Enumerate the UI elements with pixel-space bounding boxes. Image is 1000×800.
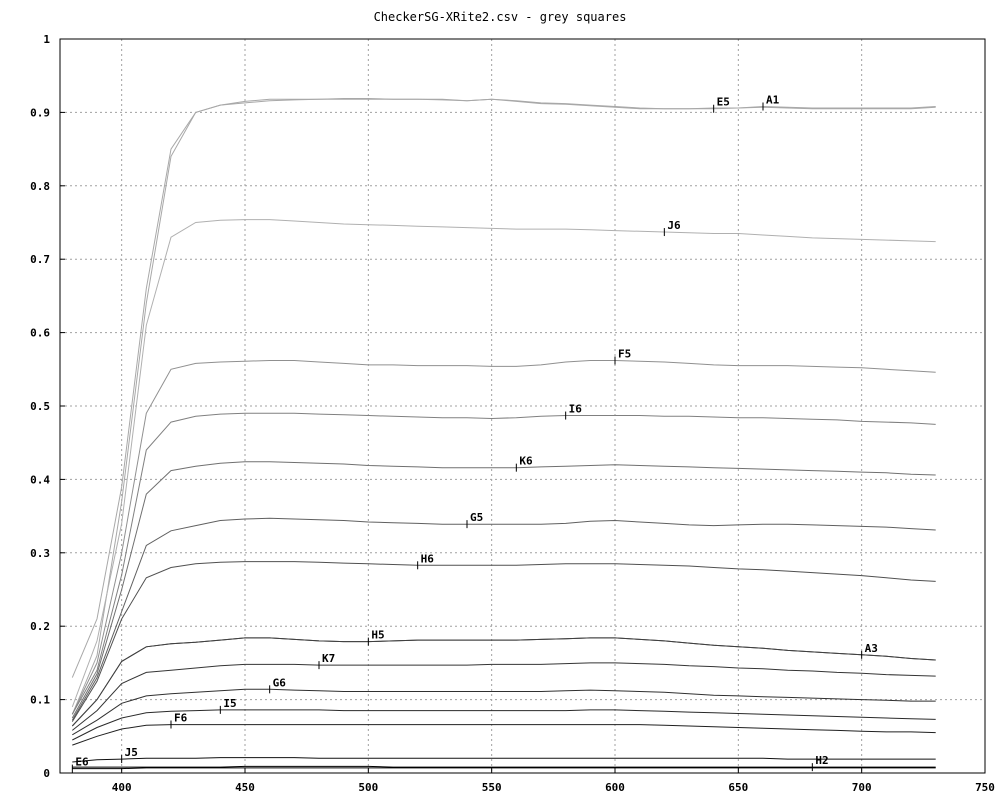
series-label-f6: F6 bbox=[174, 712, 188, 725]
series-line-j6 bbox=[71, 219, 936, 708]
x-tick-label: 650 bbox=[728, 781, 748, 794]
series-label-j6: J6 bbox=[667, 219, 681, 232]
series-label-e5: E5 bbox=[717, 96, 730, 109]
series-label-k6: K6 bbox=[519, 455, 533, 468]
series-label-g5: G5 bbox=[470, 511, 483, 524]
y-tick-label: 1 bbox=[43, 33, 50, 46]
series-label-k7: K7 bbox=[322, 652, 335, 665]
series-label-g6: G6 bbox=[273, 676, 287, 689]
y-tick-label: 0.8 bbox=[30, 180, 50, 193]
series-label-i5: I5 bbox=[223, 697, 236, 710]
series-label-h6: H6 bbox=[421, 552, 435, 565]
series-line-k7 bbox=[71, 662, 936, 731]
chart-title: CheckerSG-XRite2.csv - grey squares bbox=[373, 10, 627, 24]
series-line-j5 bbox=[72, 757, 936, 763]
y-tick-label: 0.7 bbox=[30, 253, 50, 266]
series-line-i5 bbox=[72, 709, 936, 741]
y-tick-label: 0.1 bbox=[30, 694, 50, 707]
x-tick-label: 700 bbox=[852, 781, 872, 794]
y-tick-label: 0.3 bbox=[30, 547, 50, 560]
series-line-g6 bbox=[72, 688, 936, 736]
axis-ticks: 0 0.1 0.2 0.3 0.4 0.5 0.6 0.7 0.8 0.9 1 400 450 500 55… bbox=[30, 33, 995, 794]
series-label-j5: J5 bbox=[125, 746, 138, 759]
series-line-f6 bbox=[72, 724, 936, 746]
series-label-e6: E6 bbox=[75, 756, 89, 769]
series-labels: A1 E5 J6 F5 I6 K6 G5 H6 H5 A3 K7 G6 I5 F6 J5 H2 E6 bbox=[71, 94, 878, 773]
series-line-k6 bbox=[71, 461, 936, 719]
series-line-i6 bbox=[71, 412, 936, 715]
x-tick-label: 400 bbox=[112, 781, 132, 794]
y-tick-label: 0.9 bbox=[30, 106, 50, 119]
grid-lines bbox=[60, 39, 985, 773]
y-tick-label: 0.4 bbox=[30, 473, 50, 486]
x-tick-label: 450 bbox=[235, 781, 255, 794]
series-label-a3: A3 bbox=[865, 642, 878, 655]
y-tick-label: 0 bbox=[43, 767, 50, 780]
series-line-h6 bbox=[71, 561, 936, 722]
series-line-g5 bbox=[71, 517, 936, 721]
y-tick-label: 0.5 bbox=[30, 400, 50, 413]
series-line-h2 bbox=[72, 765, 936, 768]
x-tick-label: 600 bbox=[605, 781, 625, 794]
y-tick-label: 0.2 bbox=[30, 620, 50, 633]
series-label-i6: I6 bbox=[569, 403, 583, 416]
series-label-a1: A1 bbox=[766, 94, 780, 107]
series-line-f5 bbox=[71, 360, 936, 715]
x-tick-label: 750 bbox=[975, 781, 995, 794]
series-line-e5 bbox=[71, 98, 936, 715]
series-lines bbox=[71, 98, 936, 770]
series-label-h5: H5 bbox=[371, 629, 384, 642]
series-label-h2: H2 bbox=[815, 754, 828, 767]
x-tick-label: 500 bbox=[358, 781, 378, 794]
series-line-e6 bbox=[72, 767, 936, 770]
x-tick-label: 550 bbox=[482, 781, 502, 794]
y-tick-label: 0.6 bbox=[30, 327, 50, 340]
series-label-f5: F5 bbox=[618, 347, 631, 360]
series-line-a3 bbox=[71, 637, 936, 727]
